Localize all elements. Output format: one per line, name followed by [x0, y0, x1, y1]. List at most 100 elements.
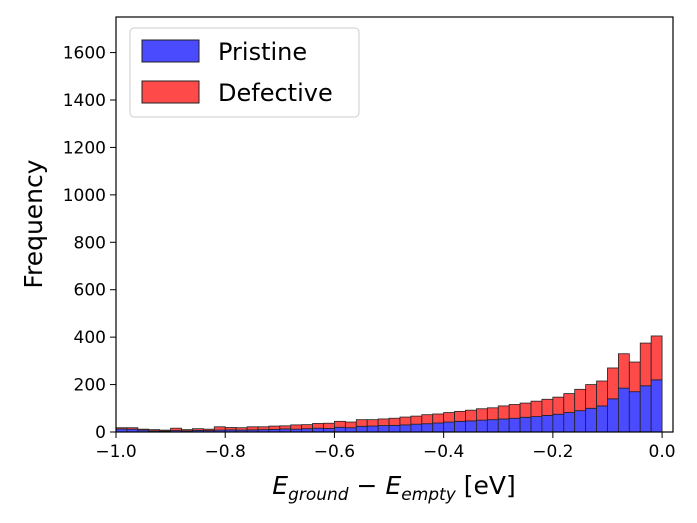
bar-defective — [454, 410, 466, 422]
bar-defective — [355, 419, 368, 427]
bar-defective — [115, 427, 128, 430]
bar-pristine — [607, 398, 619, 433]
bar-pristine — [377, 425, 390, 433]
bar-pristine — [519, 416, 532, 433]
bar-pristine — [497, 418, 510, 433]
bar-defective — [432, 413, 445, 424]
ticks-layer: −1.0 −0.8 −0.6 −0.4 −0.2 0.0 0 200 400 600 800 1000… — [63, 44, 676, 462]
bar-defective — [344, 421, 357, 429]
legend-label-defective: Defective — [218, 79, 333, 107]
bar-defective — [628, 361, 641, 393]
bar-defective — [465, 409, 477, 422]
bar-defective — [497, 405, 510, 420]
y-tick-label: 0 — [95, 423, 106, 443]
bar-defective — [312, 423, 324, 429]
bar-pristine — [399, 424, 412, 433]
bar-defective — [530, 400, 543, 417]
bar-defective — [159, 429, 172, 432]
bar-defective — [137, 428, 150, 431]
bar-defective — [257, 426, 270, 431]
bar-pristine — [443, 421, 455, 433]
bar-pristine — [410, 423, 423, 433]
y-tick-label: 1000 — [63, 186, 106, 206]
x-tick-label: 0.0 — [649, 442, 676, 462]
bar-pristine — [650, 379, 663, 433]
bar-pristine — [486, 419, 499, 433]
bar-defective — [607, 367, 619, 400]
y-tick-label: 400 — [74, 328, 106, 348]
bar-defective — [486, 407, 499, 421]
bar-defective — [192, 428, 204, 431]
bar-defective — [202, 428, 215, 431]
bar-defective — [585, 384, 597, 409]
bar-defective — [443, 412, 455, 423]
x-tick-label: −0.6 — [314, 442, 355, 462]
legend: Pristine Defective — [129, 27, 360, 118]
bar-defective — [574, 388, 587, 412]
bar-defective — [235, 427, 248, 431]
bar-pristine — [541, 414, 554, 433]
y-tick-label: 200 — [74, 376, 106, 396]
bar-defective — [366, 419, 379, 427]
bar-defective — [377, 418, 390, 426]
bar-defective — [170, 427, 182, 431]
bar-pristine — [596, 405, 608, 433]
bar-pristine — [355, 425, 368, 433]
bar-pristine — [530, 416, 543, 433]
bar-defective — [399, 416, 412, 426]
bar-defective — [279, 425, 292, 430]
bar-defective — [596, 380, 608, 407]
bar-defective — [301, 424, 313, 430]
bar-defective — [148, 429, 161, 432]
bar-pristine — [585, 407, 597, 433]
bar-defective — [541, 398, 554, 416]
bar-pristine — [334, 426, 346, 433]
bar-pristine — [563, 412, 576, 433]
bar-defective — [552, 396, 565, 415]
bar-defective — [410, 415, 423, 425]
bar-defective — [181, 429, 193, 432]
bar-defective — [508, 404, 521, 419]
legend-label-pristine: Pristine — [218, 38, 307, 66]
bar-pristine — [508, 417, 521, 433]
bar-defective — [323, 422, 335, 429]
y-tick-label: 800 — [74, 233, 106, 253]
bar-pristine — [388, 424, 401, 433]
plot-frame — [115, 16, 674, 433]
bar-defective — [421, 414, 434, 425]
bar-defective — [126, 427, 139, 430]
bar-defective — [224, 427, 237, 431]
bar-pristine — [432, 422, 445, 433]
bar-pristine — [552, 413, 565, 433]
bar-pristine — [639, 385, 652, 433]
bar-defective — [476, 408, 488, 421]
bar-defective — [268, 425, 281, 430]
bar-defective — [563, 393, 576, 413]
x-tick-label: −0.4 — [423, 442, 464, 462]
bar-pristine — [628, 391, 641, 433]
bar-pristine — [465, 420, 477, 433]
bar-pristine — [574, 410, 587, 433]
y-tick-label: 600 — [74, 281, 106, 301]
x-axis-title: Eground − Eempty [eV] — [272, 471, 515, 505]
bar-pristine — [421, 423, 434, 433]
bar-defective — [639, 342, 652, 387]
x-tick-label: −0.8 — [205, 442, 246, 462]
y-tick-label: 1400 — [63, 91, 106, 111]
legend-swatch-defective — [141, 80, 200, 104]
bar-pristine — [454, 420, 466, 433]
bar-defective — [213, 426, 226, 431]
bar-defective — [519, 402, 532, 418]
bar-defective — [388, 417, 401, 426]
bar-pristine — [476, 419, 488, 433]
bar-defective — [290, 424, 303, 430]
bar-pristine — [617, 387, 630, 433]
y-tick-label: 1600 — [63, 44, 106, 64]
bar-pristine — [344, 427, 357, 433]
x-tick-label: −1.0 — [95, 442, 136, 462]
legend-swatch-pristine — [141, 39, 200, 63]
bar-pristine — [366, 425, 379, 433]
bar-defective — [617, 353, 630, 389]
bar-defective — [650, 335, 663, 381]
